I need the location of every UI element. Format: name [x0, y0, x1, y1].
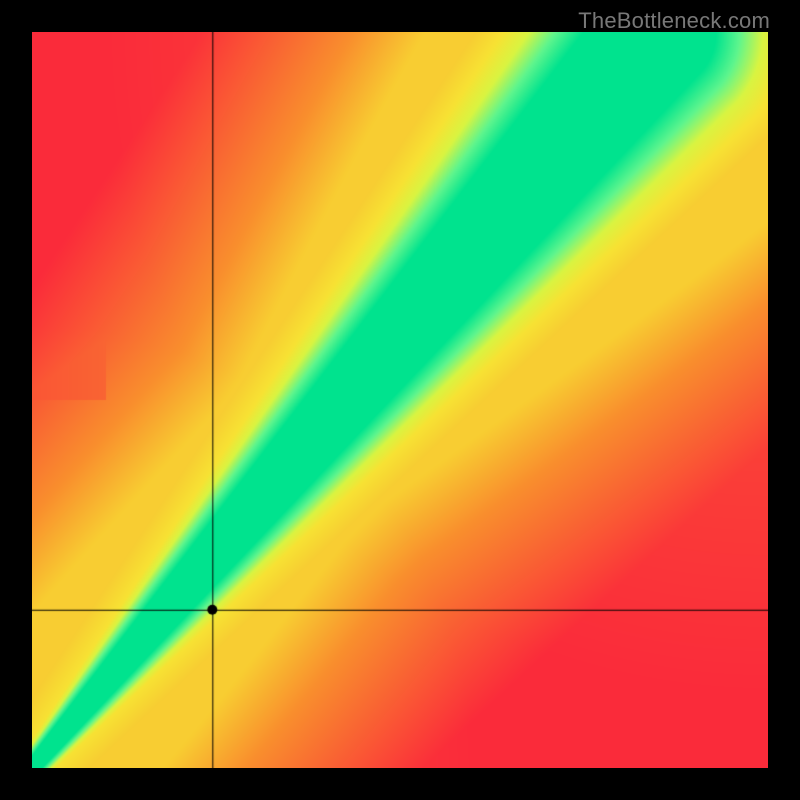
heatmap-canvas: [32, 32, 768, 768]
root-container: TheBottleneck.com: [0, 0, 800, 800]
watermark-text: TheBottleneck.com: [578, 8, 770, 34]
plot-area: [32, 32, 768, 768]
